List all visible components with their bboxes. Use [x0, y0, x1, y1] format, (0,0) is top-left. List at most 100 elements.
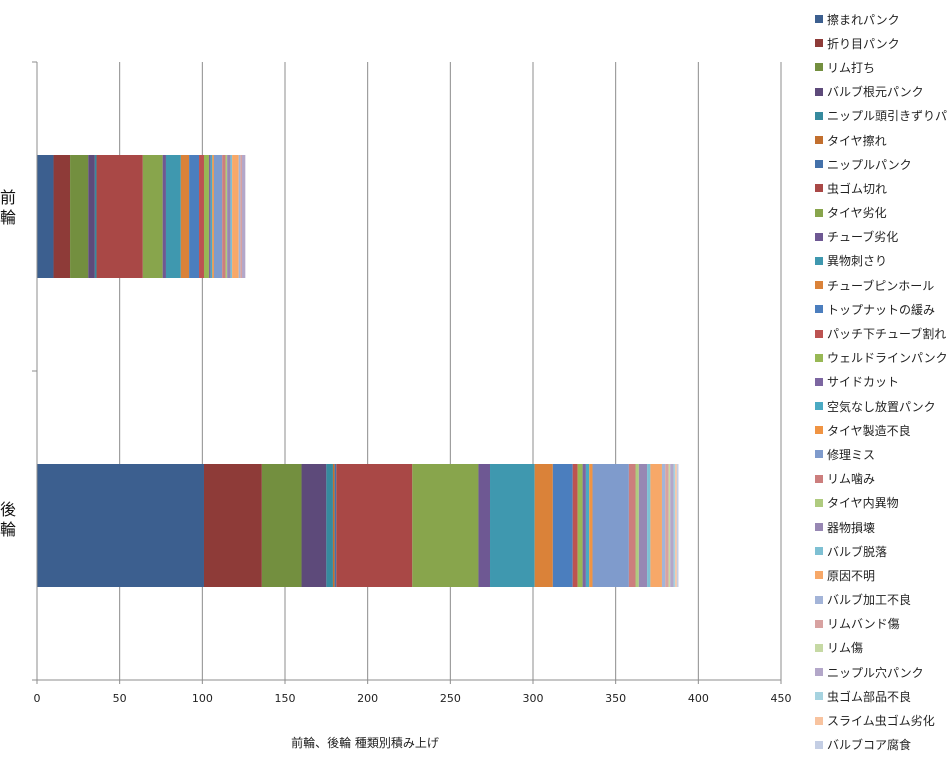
legend-label: リム打ち [827, 60, 876, 75]
bar-segment [650, 464, 662, 587]
bar-segment [180, 155, 190, 278]
legend-swatch [815, 740, 823, 749]
legend-item: タイヤ擦れ [815, 128, 948, 152]
legend-item: タイヤ劣化 [815, 201, 948, 225]
bar-segment [665, 464, 669, 587]
bar-segment [261, 464, 302, 587]
legend-item: バルブコア腐食 [815, 733, 948, 757]
legend-label: スライム虫ゴム劣化 [827, 714, 935, 729]
bar-segment [242, 155, 246, 278]
x-tick-label: 0 [34, 692, 41, 705]
legend-swatch [815, 256, 823, 265]
legend-label: ニップル穴パンク [827, 665, 924, 680]
x-tick-label: 100 [192, 692, 213, 705]
bar-segment [37, 464, 204, 587]
legend-swatch [815, 87, 823, 96]
axes [32, 61, 782, 684]
legend-label: 折り目パンク [827, 36, 900, 51]
legend-item: チューブ劣化 [815, 225, 948, 249]
x-tick-label: 450 [771, 692, 792, 705]
bar-segment [552, 464, 573, 587]
category-label-rear: 後輪 [0, 500, 18, 540]
legend-item: 擦まれパンク [815, 7, 948, 31]
x-axis-title: 前輪、後輪 種類別積み上げ [291, 736, 439, 750]
legend-swatch [815, 184, 823, 193]
category-label-char: 前 [0, 188, 16, 207]
bar-segment [592, 464, 629, 587]
legend-label: トップナットの緩み [827, 302, 936, 317]
legend-label: タイヤ製造不良 [827, 423, 911, 438]
legend-item: ニップル頭引きずりパンク [815, 104, 948, 128]
legend-swatch [815, 595, 823, 604]
category-label-char: 輪 [0, 208, 16, 227]
legend-item: 異物刺さり [815, 249, 948, 273]
legend-item: バルブ加工不良 [815, 588, 948, 612]
legend-swatch [815, 523, 823, 532]
legend-label: サイドカット [827, 375, 900, 390]
bar-segment [478, 464, 491, 587]
legend-swatch [815, 716, 823, 725]
legend-label: パッチ下チューブ割れ [827, 327, 947, 342]
bar-segment [165, 155, 181, 278]
bar-segment [572, 464, 578, 587]
legend-label: タイヤ劣化 [827, 206, 887, 221]
bar-segment [230, 155, 233, 278]
legend-label: 器物損壊 [827, 520, 876, 535]
bar-segment [582, 464, 586, 587]
bar-segment [670, 464, 674, 587]
legend-label: ウェルドラインパンク [827, 351, 948, 366]
legend-swatch [815, 136, 823, 145]
legend-item: 虫ゴム切れ [815, 176, 948, 200]
legend-label: バルブコア腐食 [827, 738, 912, 753]
bar-segment [676, 464, 679, 587]
legend-swatch [815, 15, 823, 24]
x-tick-label: 150 [275, 692, 296, 705]
legend-swatch [815, 426, 823, 435]
legend-swatch [815, 668, 823, 677]
bar-segment [301, 464, 327, 587]
bar-segment [232, 155, 239, 278]
legend-label: チューブピンホール [827, 278, 935, 293]
legend-item: 虫ゴム部品不良 [815, 684, 948, 708]
bar-segment [412, 464, 479, 587]
bar-segment [238, 155, 241, 278]
bar-segment [490, 464, 535, 587]
legend-item: リムバンド傷 [815, 612, 948, 636]
legend-label: リム傷 [827, 641, 864, 656]
legend-label: リムバンド傷 [827, 617, 900, 632]
legend: 擦まれパンク折り目パンクリム打ちバルブ根元パンクニップル頭引きずりパンクタイヤ擦… [815, 7, 948, 757]
legend-item: バルブ根元パンク [815, 80, 948, 104]
bar-segment [638, 464, 648, 587]
legend-item: 修理ミス [815, 442, 948, 466]
bar-segment [647, 464, 651, 587]
legend-item: タイヤ内異物 [815, 491, 948, 515]
legend-label: ニップルパンク [827, 157, 912, 172]
bar-segment [628, 464, 636, 587]
legend-label: 空気なし放置パンク [827, 399, 936, 414]
legend-swatch [815, 474, 823, 483]
x-tick-label: 350 [605, 692, 626, 705]
bar-segment [227, 155, 231, 278]
legend-swatch [815, 160, 823, 169]
bar-segment [332, 464, 335, 587]
bar-segment [142, 155, 163, 278]
bar-segment [162, 155, 166, 278]
legend-item: ウェルドラインパンク [815, 346, 948, 370]
legend-item: ニップルパンク [815, 152, 948, 176]
legend-swatch [815, 619, 823, 628]
legend-item: 空気なし放置パンク [815, 394, 948, 418]
x-tick-label: 250 [440, 692, 461, 705]
bar-segment [208, 155, 211, 278]
bar-segments [37, 155, 679, 587]
legend-swatch [815, 305, 823, 314]
legend-swatch [815, 208, 823, 217]
legend-swatch [815, 692, 823, 701]
legend-label: 原因不明 [827, 568, 876, 583]
legend-label: 修理ミス [827, 447, 876, 462]
bar-segment [212, 155, 214, 278]
legend-item: 原因不明 [815, 563, 948, 587]
bar-segment [203, 464, 262, 587]
bar-segment [96, 155, 143, 278]
category-label-char: 輪 [0, 520, 16, 539]
legend-item: チューブピンホール [815, 273, 948, 297]
